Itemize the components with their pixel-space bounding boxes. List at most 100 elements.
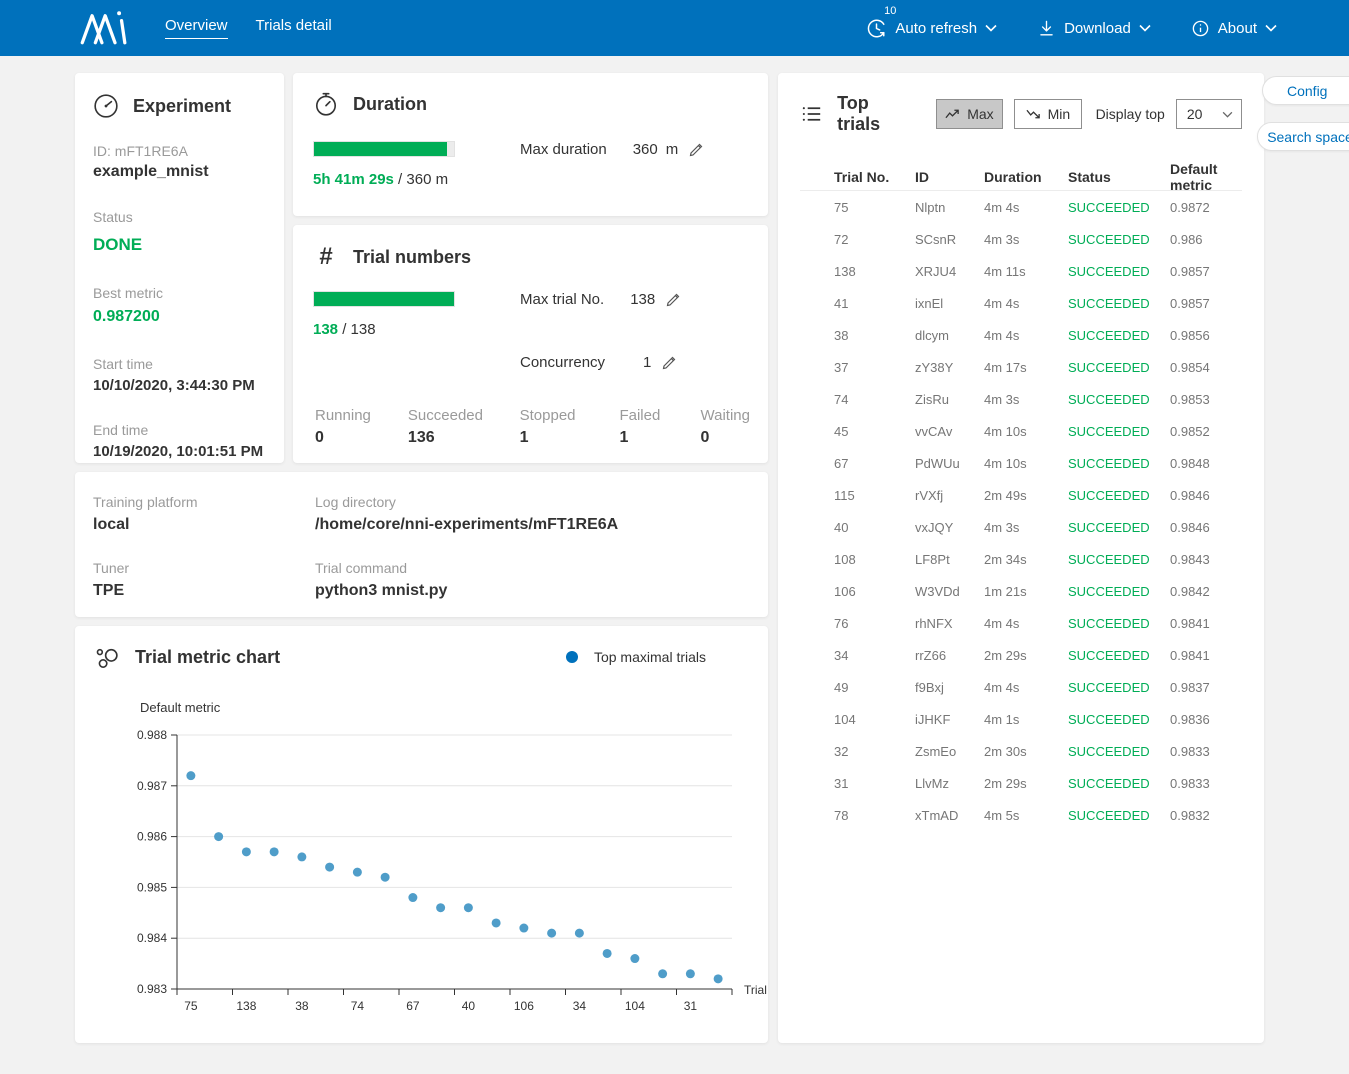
cell-no: 45 bbox=[834, 424, 915, 439]
duration-total: 360 m bbox=[406, 171, 448, 188]
max-trial-value: 138 bbox=[630, 291, 655, 308]
edit-pencil-icon[interactable] bbox=[661, 355, 677, 371]
svg-text:38: 38 bbox=[295, 999, 309, 1013]
tab-overview[interactable]: Overview bbox=[165, 17, 228, 39]
cell-status: SUCCEEDED bbox=[1068, 648, 1170, 663]
min-button[interactable]: Min bbox=[1014, 99, 1081, 129]
end-time-value: 10/19/2020, 10:01:51 PM bbox=[93, 443, 266, 460]
cell-duration: 2m 30s bbox=[984, 744, 1068, 759]
cell-status: SUCCEEDED bbox=[1068, 200, 1170, 215]
cell-id: rhNFX bbox=[915, 616, 984, 631]
cell-no: 32 bbox=[834, 744, 915, 759]
cell-status: SUCCEEDED bbox=[1068, 744, 1170, 759]
cell-metric: 0.9857 bbox=[1170, 296, 1242, 311]
table-row: 31LlvMz2m 29sSUCCEEDED0.9833 bbox=[800, 767, 1242, 799]
cell-duration: 4m 3s bbox=[984, 520, 1068, 535]
chart-legend[interactable]: Top maximal trials bbox=[566, 649, 706, 665]
cell-id: zY38Y bbox=[915, 360, 984, 375]
svg-text:31: 31 bbox=[684, 999, 698, 1013]
about-menu[interactable]: About bbox=[1191, 19, 1277, 38]
table-row: 40vxJQY4m 3sSUCCEEDED0.9846 bbox=[800, 511, 1242, 543]
download-label: Download bbox=[1064, 20, 1131, 37]
gauge-icon bbox=[93, 93, 119, 119]
cell-duration: 1m 21s bbox=[984, 584, 1068, 599]
cell-duration: 4m 3s bbox=[984, 232, 1068, 247]
metric-scatter-point bbox=[408, 893, 417, 902]
cell-duration: 4m 10s bbox=[984, 424, 1068, 439]
max-button[interactable]: Max bbox=[936, 99, 1003, 129]
duration-progress-fill bbox=[314, 142, 447, 156]
tab-trials-detail[interactable]: Trials detail bbox=[256, 17, 332, 39]
cell-status: SUCCEEDED bbox=[1068, 680, 1170, 695]
best-metric-value: 0.987200 bbox=[93, 308, 266, 326]
concurrency-value: 1 bbox=[643, 354, 651, 371]
col-status: Status bbox=[1068, 169, 1170, 185]
table-row: 104iJHKF4m 1sSUCCEEDED0.9836 bbox=[800, 703, 1242, 735]
metric-scatter-point bbox=[214, 832, 223, 841]
cell-metric: 0.9841 bbox=[1170, 616, 1242, 631]
svg-text:0.987: 0.987 bbox=[137, 779, 167, 793]
cell-id: iJHKF bbox=[915, 712, 984, 727]
nav-tabs: Overview Trials detail bbox=[165, 17, 332, 39]
table-row: 37zY38Y4m 17sSUCCEEDED0.9854 bbox=[800, 351, 1242, 383]
experiment-title: Experiment bbox=[133, 96, 231, 117]
stat-failed: Failed 1 bbox=[619, 407, 700, 447]
metric-scatter-point bbox=[464, 903, 473, 912]
cell-id: vvCAv bbox=[915, 424, 984, 439]
status-label: Status bbox=[93, 209, 266, 225]
metric-scatter-point bbox=[436, 903, 445, 912]
clock-refresh-icon: 10 bbox=[866, 18, 887, 39]
svg-text:104: 104 bbox=[625, 999, 645, 1013]
duration-card: Duration 5h 41m 29s / 360 m Max duration… bbox=[293, 73, 768, 216]
cell-metric: 0.9848 bbox=[1170, 456, 1242, 471]
metric-scatter-point bbox=[381, 873, 390, 882]
search-space-button[interactable]: Search space bbox=[1257, 122, 1349, 151]
cell-status: SUCCEEDED bbox=[1068, 424, 1170, 439]
auto-refresh-menu[interactable]: 10 Auto refresh bbox=[866, 18, 997, 39]
cell-metric: 0.9852 bbox=[1170, 424, 1242, 439]
cell-metric: 0.9872 bbox=[1170, 200, 1242, 215]
cell-duration: 4m 10s bbox=[984, 456, 1068, 471]
cell-status: SUCCEEDED bbox=[1068, 584, 1170, 599]
start-time-label: Start time bbox=[93, 356, 266, 372]
trials-total: 138 bbox=[351, 321, 376, 338]
metric-scatter-point bbox=[658, 969, 667, 978]
col-trial-no: Trial No. bbox=[834, 169, 915, 185]
download-menu[interactable]: Download bbox=[1037, 19, 1151, 38]
cell-no: 40 bbox=[834, 520, 915, 535]
cell-metric: 0.9846 bbox=[1170, 520, 1242, 535]
edit-pencil-icon[interactable] bbox=[665, 292, 681, 308]
table-row: 78xTmAD4m 5sSUCCEEDED0.9832 bbox=[800, 799, 1242, 831]
col-id: ID bbox=[915, 169, 984, 185]
trials-progress-fill bbox=[314, 292, 454, 306]
cell-status: SUCCEEDED bbox=[1068, 776, 1170, 791]
trials-progress-bar bbox=[313, 291, 455, 307]
cell-metric: 0.9836 bbox=[1170, 712, 1242, 727]
scatter-bubbles-icon bbox=[95, 644, 121, 670]
table-row: 108LF8Pt2m 34sSUCCEEDED0.9843 bbox=[800, 543, 1242, 575]
cell-no: 49 bbox=[834, 680, 915, 695]
training-platform-label: Training platform bbox=[93, 494, 315, 510]
cell-duration: 4m 4s bbox=[984, 296, 1068, 311]
duration-caption: 5h 41m 29s / 360 m bbox=[313, 171, 455, 188]
cell-id: LF8Pt bbox=[915, 552, 984, 567]
svg-text:67: 67 bbox=[406, 999, 420, 1013]
end-time-label: End time bbox=[93, 422, 266, 438]
log-directory-value: /home/core/nni-experiments/mFT1RE6A bbox=[315, 516, 618, 534]
auto-refresh-label: Auto refresh bbox=[895, 20, 977, 37]
config-button[interactable]: Config bbox=[1262, 76, 1349, 105]
experiment-id: ID: mFT1RE6A bbox=[93, 143, 266, 159]
cell-id: f9Bxj bbox=[915, 680, 984, 695]
cell-status: SUCCEEDED bbox=[1068, 296, 1170, 311]
cell-id: rVXfj bbox=[915, 488, 984, 503]
cell-status: SUCCEEDED bbox=[1068, 360, 1170, 375]
top-trials-tbody: 75Nlptn4m 4sSUCCEEDED0.987272SCsnR4m 3sS… bbox=[800, 191, 1242, 831]
display-top-dropdown[interactable]: 20 bbox=[1176, 99, 1242, 129]
tuner-value: TPE bbox=[93, 582, 315, 600]
metric-scatter-point bbox=[186, 771, 195, 780]
edit-pencil-icon[interactable] bbox=[688, 142, 704, 158]
cell-duration: 4m 17s bbox=[984, 360, 1068, 375]
cell-no: 31 bbox=[834, 776, 915, 791]
table-row: 72SCsnR4m 3sSUCCEEDED0.986 bbox=[800, 223, 1242, 255]
cell-no: 76 bbox=[834, 616, 915, 631]
